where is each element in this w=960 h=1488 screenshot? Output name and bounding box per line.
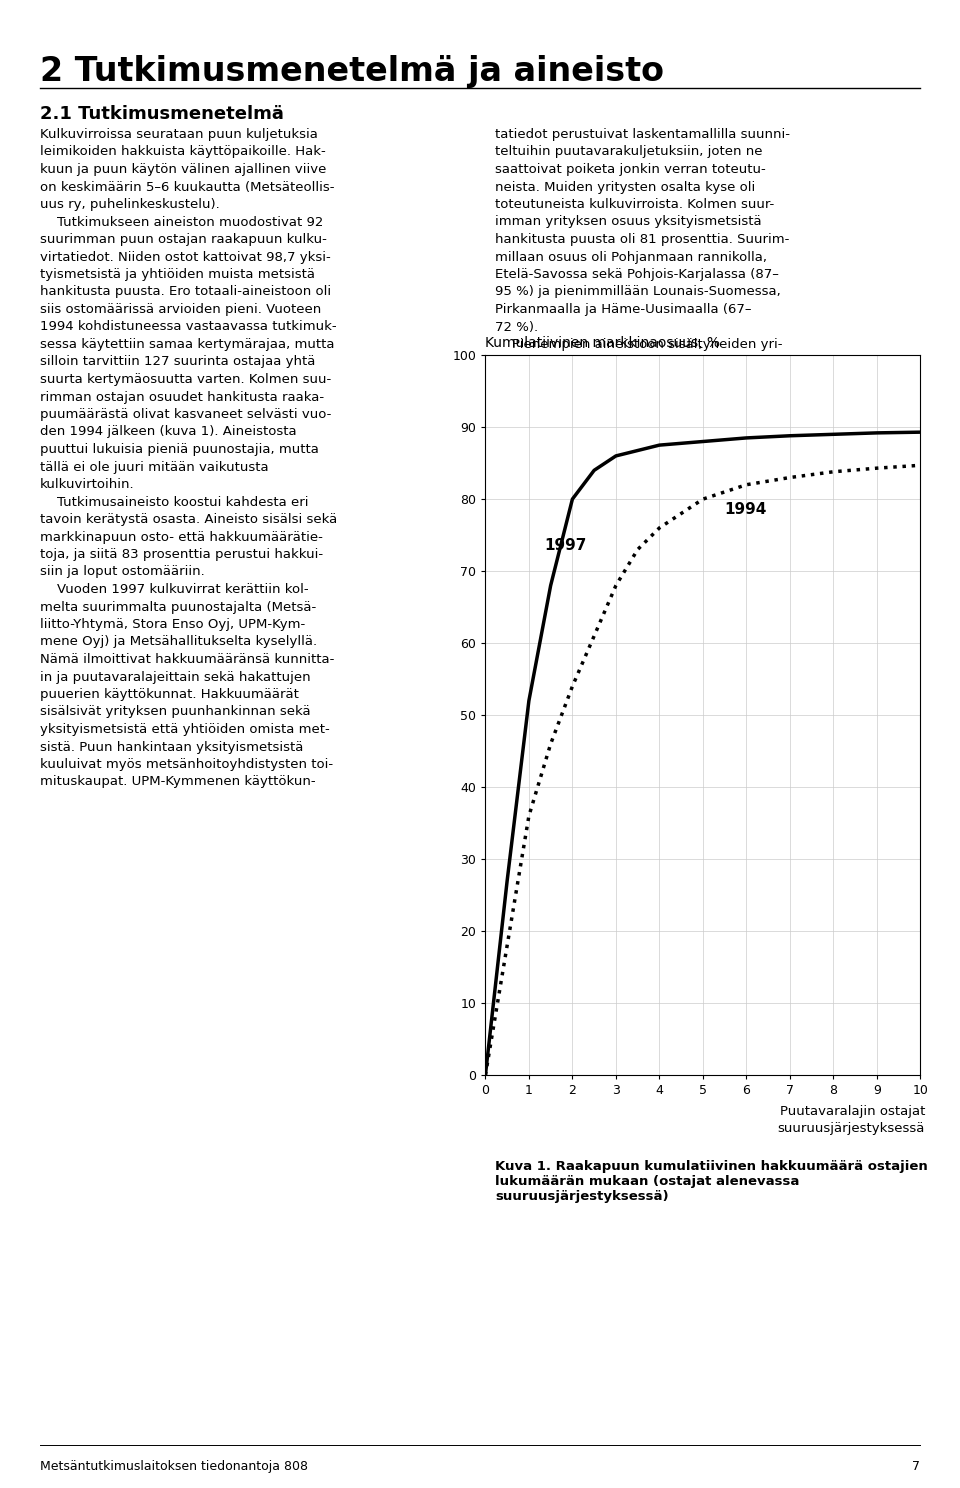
Text: Kulkuvirroissa seurataan puun kuljetuksia
leimikoiden hakkuista käyttöpaikoille.: Kulkuvirroissa seurataan puun kuljetuksi… (40, 128, 337, 789)
Text: Puutavaralajin ostajat
suuruusjärjestyksessä: Puutavaralajin ostajat suuruusjärjestyks… (778, 1106, 925, 1135)
Text: Kumulatiivinen markkinaosuus, %: Kumulatiivinen markkinaosuus, % (486, 336, 720, 350)
Text: tatiedot perustuivat laskentamallilla suunni-
teltuihin puutavarakuljetuksiin, j: tatiedot perustuivat laskentamallilla su… (495, 128, 790, 369)
Text: 2.1 Tutkimusmenetelmä: 2.1 Tutkimusmenetelmä (40, 106, 284, 124)
Text: 1994: 1994 (725, 501, 767, 516)
Text: 2 Tutkimusmenetelmä ja aineisto: 2 Tutkimusmenetelmä ja aineisto (40, 55, 664, 88)
Text: 7: 7 (912, 1460, 920, 1473)
Text: Metsäntutkimuslaitoksen tiedonantoja 808: Metsäntutkimuslaitoksen tiedonantoja 808 (40, 1460, 308, 1473)
Text: 1997: 1997 (544, 537, 587, 552)
Text: Kuva 1. Raakapuun kumulatiivinen hakkuumäärä ostajien lukumäärän mukaan (ostajat: Kuva 1. Raakapuun kumulatiivinen hakkuum… (495, 1161, 927, 1202)
